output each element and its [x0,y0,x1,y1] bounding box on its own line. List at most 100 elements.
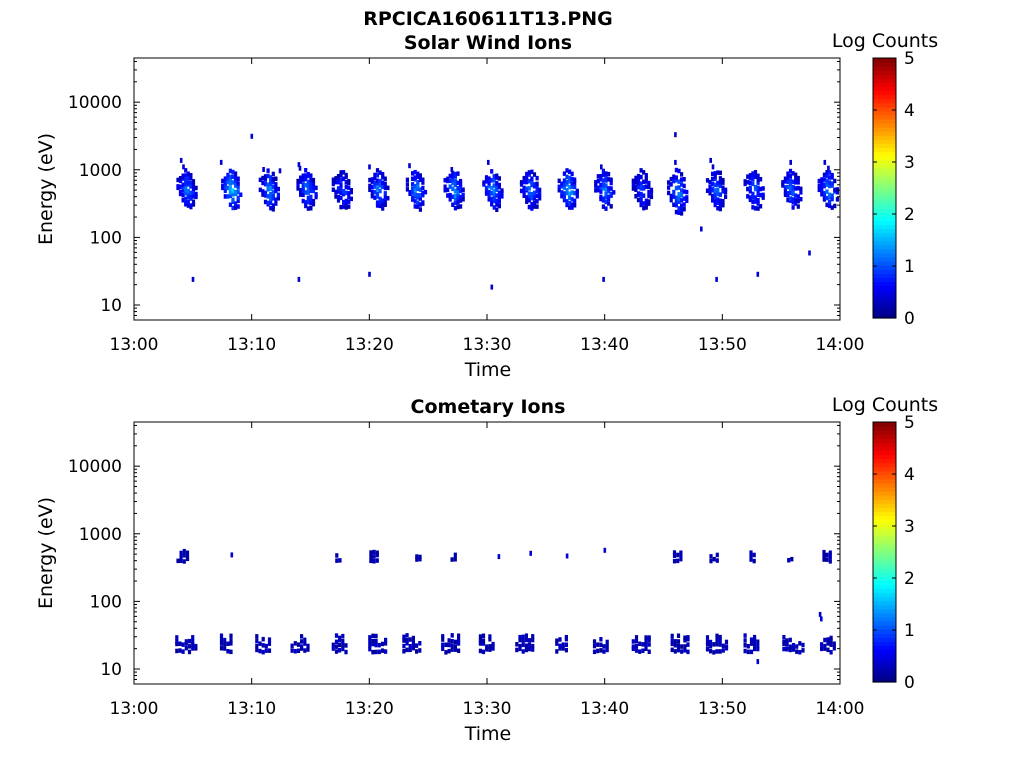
data-cell [743,181,747,187]
data-cell [718,634,722,640]
data-cell [594,188,598,193]
data-cell [565,188,569,193]
panel-title: Cometary Ions [411,396,566,418]
data-cell [712,650,716,655]
data-cell [378,200,382,205]
data-cell [782,635,786,640]
colorbar-segment [873,482,896,488]
data-cell [263,177,268,182]
data-cell [521,642,525,648]
data-cell [718,180,722,185]
data-cell [448,184,452,189]
data-cell [416,186,420,191]
colorbar-segment [873,261,896,266]
ion-band [782,635,805,655]
data-cell [705,639,710,645]
data-cell [453,639,457,645]
data-cell [829,638,833,643]
colorbar-segment [873,167,896,173]
data-cell [601,168,605,174]
data-cell [749,637,754,642]
data-cell [672,202,676,207]
ion-burst [368,168,390,211]
data-cell [672,178,676,184]
data-cell [181,176,185,181]
colorbar-segment [873,74,896,79]
data-cell [568,179,572,184]
data-cell [673,639,677,644]
data-cell [647,199,651,204]
data-cell [672,550,677,555]
data-cell [602,649,606,654]
data-cell [418,193,422,198]
data-cell [716,191,720,197]
data-cell [335,553,339,558]
data-cell [525,195,529,200]
data-cell [274,176,278,181]
x-axis-label: Time [464,723,512,745]
colorbar-segment [873,438,896,443]
data-cell [347,191,351,196]
data-cell [306,643,310,649]
data-cell [685,198,689,203]
data-cell [644,179,648,184]
data-cell [560,184,564,189]
data-cell [457,637,461,643]
data-cell [447,648,451,654]
data-cell [718,198,722,203]
data-cell [293,641,297,646]
data-cell [481,649,486,655]
data-cell [596,642,600,647]
data-cell [796,204,800,209]
data-cell [416,171,420,177]
data-cell [746,186,750,192]
colorbar-segment [873,527,896,533]
data-cell [680,188,684,193]
data-cell [756,201,760,206]
data-cell [459,198,463,203]
data-cell [716,206,720,211]
data-cell [709,558,713,564]
data-cell [682,196,686,201]
data-cell [682,189,686,194]
ion-band [749,550,756,564]
data-cell [271,203,275,208]
data-cell [522,193,526,198]
data-cell [492,195,496,200]
data-cell [562,182,566,187]
data-cell [456,200,460,205]
data-cell [261,649,265,655]
data-cell [604,199,608,205]
data-cell [532,193,537,199]
colorbar-segment [873,192,896,197]
colorbar-segment [873,466,896,472]
data-cell [381,180,385,185]
data-cell [756,180,760,185]
data-cell [713,176,717,182]
data-cell [788,168,793,174]
data-cell [413,183,417,189]
data-cell [647,642,651,647]
data-cell [304,176,308,182]
data-cell [683,644,687,649]
data-cell [497,190,501,195]
ion-burst [631,168,654,211]
data-cell [334,179,338,185]
data-cell [530,206,534,211]
data-cell [255,638,259,644]
data-cell [680,193,684,198]
data-cell [375,203,380,208]
data-cell [339,170,343,175]
ion-burst [331,170,353,210]
colorbar-segment [873,552,896,557]
data-cell [604,206,608,211]
data-cell [748,180,752,186]
data-cell [181,193,185,198]
x-tick-label: 13:30 [463,699,512,719]
data-cell [413,204,417,209]
colorbar-segment [873,244,896,250]
data-cell [515,642,519,647]
data-cell [531,647,535,652]
colorbar-segment [873,604,896,610]
data-cell [495,207,499,212]
